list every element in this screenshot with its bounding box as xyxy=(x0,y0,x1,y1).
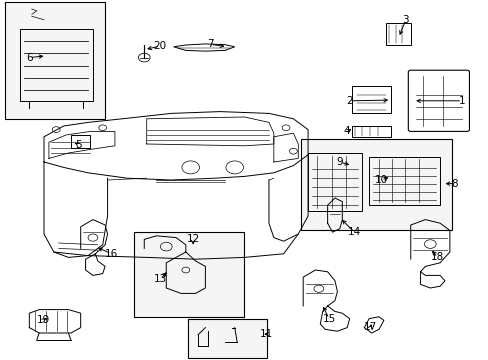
Bar xyxy=(20,29,93,101)
Text: 8: 8 xyxy=(450,179,457,189)
Text: 11: 11 xyxy=(259,329,273,339)
Text: 5: 5 xyxy=(75,140,81,150)
Text: 4: 4 xyxy=(343,126,350,136)
Text: 6: 6 xyxy=(26,53,33,63)
Text: 7: 7 xyxy=(206,39,213,49)
Bar xyxy=(300,139,451,230)
Text: 2: 2 xyxy=(346,96,352,106)
Bar xyxy=(351,86,390,113)
Text: 10: 10 xyxy=(374,175,387,185)
Text: 20: 20 xyxy=(153,41,166,51)
Text: 16: 16 xyxy=(104,249,118,259)
Text: 19: 19 xyxy=(36,315,50,325)
Bar xyxy=(71,135,90,148)
Text: 9: 9 xyxy=(336,157,343,167)
Text: 17: 17 xyxy=(363,321,377,332)
Text: 1: 1 xyxy=(458,96,465,106)
Bar xyxy=(5,2,105,119)
Text: 13: 13 xyxy=(153,274,167,284)
Bar xyxy=(134,232,244,317)
Text: 12: 12 xyxy=(186,234,200,244)
Text: 14: 14 xyxy=(347,227,361,237)
Bar xyxy=(188,319,266,358)
Bar xyxy=(368,157,439,205)
Bar xyxy=(307,153,361,211)
Bar xyxy=(351,126,390,137)
Text: 3: 3 xyxy=(402,15,408,25)
Bar xyxy=(386,23,410,45)
Text: 18: 18 xyxy=(430,252,444,262)
Text: 15: 15 xyxy=(322,314,335,324)
